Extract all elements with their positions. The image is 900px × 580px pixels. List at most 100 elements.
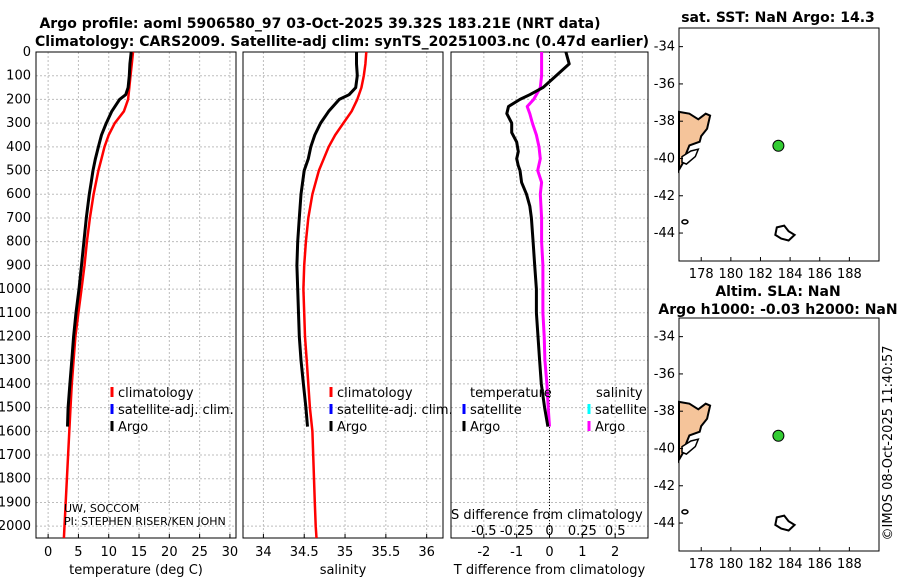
legend-s-argo-label: Argo (595, 420, 625, 435)
y-tick-label: 1000 (0, 282, 31, 297)
small-island (681, 219, 689, 225)
y-tick-label: -36 (654, 367, 675, 382)
x-tick-label: 178 (689, 557, 714, 572)
y-tick-label: 1100 (0, 306, 31, 321)
coastline-bay (681, 438, 700, 455)
x-axis-label: temperature (deg C) (69, 563, 203, 578)
y-tick-label: -34 (654, 40, 675, 55)
x-tick-label: 182 (748, 267, 773, 282)
y-tick-label: -42 (654, 189, 675, 204)
map-subtitle: Argo h1000: -0.03 h2000: NaN (658, 302, 897, 318)
y-tick-label: -34 (654, 330, 675, 345)
y-tick-label: -38 (654, 404, 675, 419)
y-tick-label: 200 (6, 92, 31, 107)
copyright-stamp: ©IMOS 08-Oct-2025 11:40:57 (881, 345, 896, 540)
y-tick-label: 0 (23, 45, 31, 60)
x-tick-label: 0 (44, 545, 52, 560)
y-tick-label: 800 (6, 235, 31, 250)
axes-frame (450, 51, 649, 539)
y-tick-label: 1500 (0, 401, 31, 416)
legend-t-satellite-label: satellite (470, 403, 522, 418)
x-tick-label: 182 (748, 557, 773, 572)
argo-temperature-line (66, 51, 133, 427)
y-tick-label: 900 (6, 258, 31, 273)
x-tick-label: 34 (255, 545, 272, 560)
y-tick-label: -38 (654, 114, 675, 129)
axes-frame (35, 51, 237, 539)
y-tick-label: -42 (654, 479, 675, 494)
y-tick-label: 2000 (0, 519, 31, 534)
x-tick-label: 10 (100, 545, 117, 560)
y-tick-label: -40 (654, 441, 675, 456)
float-location-marker (772, 139, 785, 152)
y-tick-label: -40 (654, 151, 675, 166)
legend-title-temperature: temperature (470, 386, 552, 401)
s-diff-tick-label: -0.25 (500, 524, 534, 539)
y-tick-label: 300 (6, 116, 31, 131)
y-tick-label: 1900 (0, 495, 31, 510)
legend-argo-label: Argo (118, 420, 148, 435)
x-tick-label: 34.5 (290, 545, 319, 560)
x-tick-label: 186 (807, 557, 832, 572)
s-diff-label: S difference from climatology (451, 508, 643, 523)
climatology-temperature-line (62, 51, 135, 539)
argo-salinity-diff-line (525, 52, 551, 427)
s-diff-tick-label: 0.5 (605, 524, 626, 539)
x-tick-label: 188 (837, 557, 862, 572)
title-line-2: Climatology: CARS2009. Satellite-adj cli… (35, 34, 649, 50)
x-tick-label: 25 (191, 545, 208, 560)
map-frame (678, 27, 880, 262)
map-title: sat. SST: NaN Argo: 14.3 (681, 10, 875, 26)
x-tick-label: 5 (74, 545, 82, 560)
x-axis-label: T difference from climatology (453, 563, 646, 578)
y-tick-label: 1200 (0, 329, 31, 344)
s-diff-tick-label: -0.5 (471, 524, 496, 539)
annotation-institution: UW, SOCCOM (64, 502, 139, 515)
y-tick-label: -36 (654, 77, 675, 92)
y-tick-label: 1600 (0, 424, 31, 439)
argo-temperature-diff-line (505, 51, 571, 427)
s-diff-tick-label: 0.25 (568, 524, 597, 539)
sla-map: 178 180 182 184 186 188 -34 -36 -38 -40 -42 -44 Alti… (654, 284, 898, 572)
annotation-pi: PI: STEPHEN RISER/KEN JOHN (64, 515, 226, 528)
argo-salinity-line (295, 52, 359, 427)
x-tick-label: 20 (161, 545, 178, 560)
float-location-marker (772, 429, 785, 442)
chatham-islands (774, 514, 797, 532)
chatham-islands (774, 224, 797, 242)
x-tick-label: 1 (578, 545, 586, 560)
x-tick-label: 180 (718, 557, 743, 572)
temperature-panel: 0 5 10 15 20 25 300100200300400500600700800900… (0, 45, 238, 578)
map-title: Altim. SLA: NaN (715, 284, 840, 300)
x-tick-label: 184 (778, 267, 803, 282)
legend-argo-label: Argo (337, 420, 367, 435)
y-tick-label: 600 (6, 187, 31, 202)
legend-satellite-label: satellite-adj. clim. (118, 403, 234, 418)
legend-satellite-label: satellite-adj. clim. (337, 403, 453, 418)
y-tick-label: 1300 (0, 353, 31, 368)
x-tick-label: 35.5 (371, 545, 400, 560)
x-tick-label: 184 (778, 557, 803, 572)
x-axis-label: salinity (320, 563, 367, 578)
x-tick-label: 30 (222, 545, 239, 560)
y-tick-label: 400 (6, 140, 31, 155)
title-line-1: Argo profile: aoml 5906580_97 03-Oct-202… (39, 16, 600, 32)
y-tick-label: 700 (6, 211, 31, 226)
legend-t-argo-label: Argo (470, 420, 500, 435)
axes-frame (242, 51, 444, 539)
y-tick-label: 100 (6, 69, 31, 84)
y-tick-label: 1400 (0, 377, 31, 392)
sst-map: 178 180 182 184 186 188 -34 -36 -38 -40 -42 -44 sat.… (654, 10, 880, 282)
legend-climatology-label: climatology (118, 386, 194, 401)
x-tick-label: 2 (611, 545, 619, 560)
x-tick-label: 36 (418, 545, 435, 560)
legend-s-satellite-label: satellite (595, 403, 647, 418)
x-tick-label: 35 (337, 545, 354, 560)
map-frame (678, 317, 880, 552)
x-tick-label: 0 (545, 545, 553, 560)
coastline-bay (681, 148, 700, 165)
x-tick-label: 15 (131, 545, 148, 560)
x-tick-label: -1 (510, 545, 523, 560)
x-tick-label: 188 (837, 267, 862, 282)
